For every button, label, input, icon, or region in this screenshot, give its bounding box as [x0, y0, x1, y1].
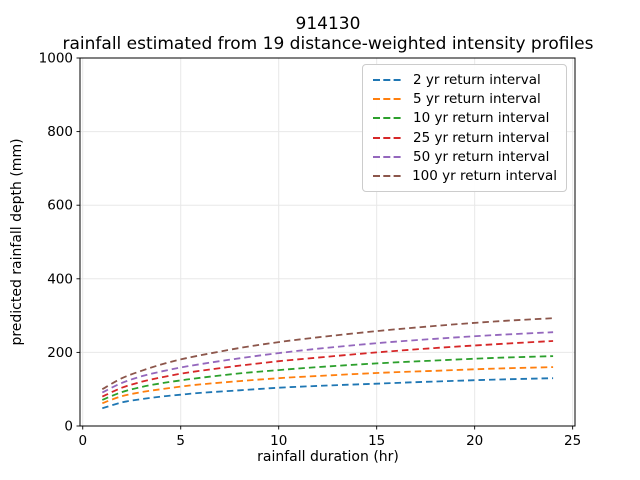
x-tick-label: 0 [78, 433, 87, 449]
legend-line-sample [373, 97, 403, 100]
legend-line-sample [373, 78, 403, 81]
y-tick-label: 200 [47, 345, 73, 361]
y-tick-label: 600 [47, 198, 73, 214]
legend-line-sample [373, 117, 403, 120]
legend-line-sample [373, 136, 403, 139]
legend: 2 yr return interval 5 yr return interval… [362, 64, 567, 192]
series-line-100-yr-return-interval [101, 317, 554, 390]
series-line-10-yr-return-interval [101, 355, 554, 401]
legend-line-sample [373, 156, 403, 159]
legend-item: 5 yr return interval [363, 89, 566, 108]
legend-label: 25 yr return interval [413, 129, 550, 146]
y-tick-label: 400 [47, 271, 73, 287]
y-axis-label: predicted rainfall depth (mm) [9, 138, 25, 346]
x-tick-label: 15 [368, 433, 385, 449]
x-tick-label: 20 [466, 433, 483, 449]
x-axis-label: rainfall duration (hr) [257, 449, 399, 465]
tick-layer: 0 5 10 15 20 25 0 200 400 600 800 1000 [39, 51, 582, 450]
series-line-2-yr-return-interval [102, 377, 554, 410]
legend-item: 25 yr return interval [363, 128, 566, 147]
legend-label: 50 yr return interval [413, 149, 550, 166]
y-tick-label: 1000 [39, 51, 73, 67]
series-line-50-yr-return-interval [101, 331, 554, 394]
legend-item: 50 yr return interval [363, 148, 566, 167]
x-tick-label: 25 [564, 433, 581, 449]
chart-title-block: 914130 rainfall estimated from 19 distan… [8, 14, 640, 54]
legend-line-sample [373, 175, 403, 178]
x-tick-label: 10 [270, 433, 287, 449]
chart-subtitle: rainfall estimated from 19 distance-weig… [62, 34, 594, 54]
legend-item: 2 yr return interval [363, 70, 566, 89]
y-tick-label: 0 [64, 419, 73, 435]
legend-label: 5 yr return interval [413, 90, 541, 107]
x-tick-label: 5 [176, 433, 185, 449]
y-tick-label: 800 [47, 124, 73, 140]
series-layer [101, 317, 554, 410]
legend-label: 100 yr return interval [412, 168, 557, 185]
series-line-5-yr-return-interval [101, 366, 554, 405]
legend-item: 100 yr return interval [363, 167, 566, 186]
legend-label: 10 yr return interval [413, 110, 550, 127]
legend-label: 2 yr return interval [413, 71, 541, 88]
series-line-25-yr-return-interval [101, 340, 554, 398]
chart-title: 914130 [295, 14, 361, 34]
axes-frame [79, 57, 576, 427]
legend-item: 10 yr return interval [363, 109, 566, 128]
